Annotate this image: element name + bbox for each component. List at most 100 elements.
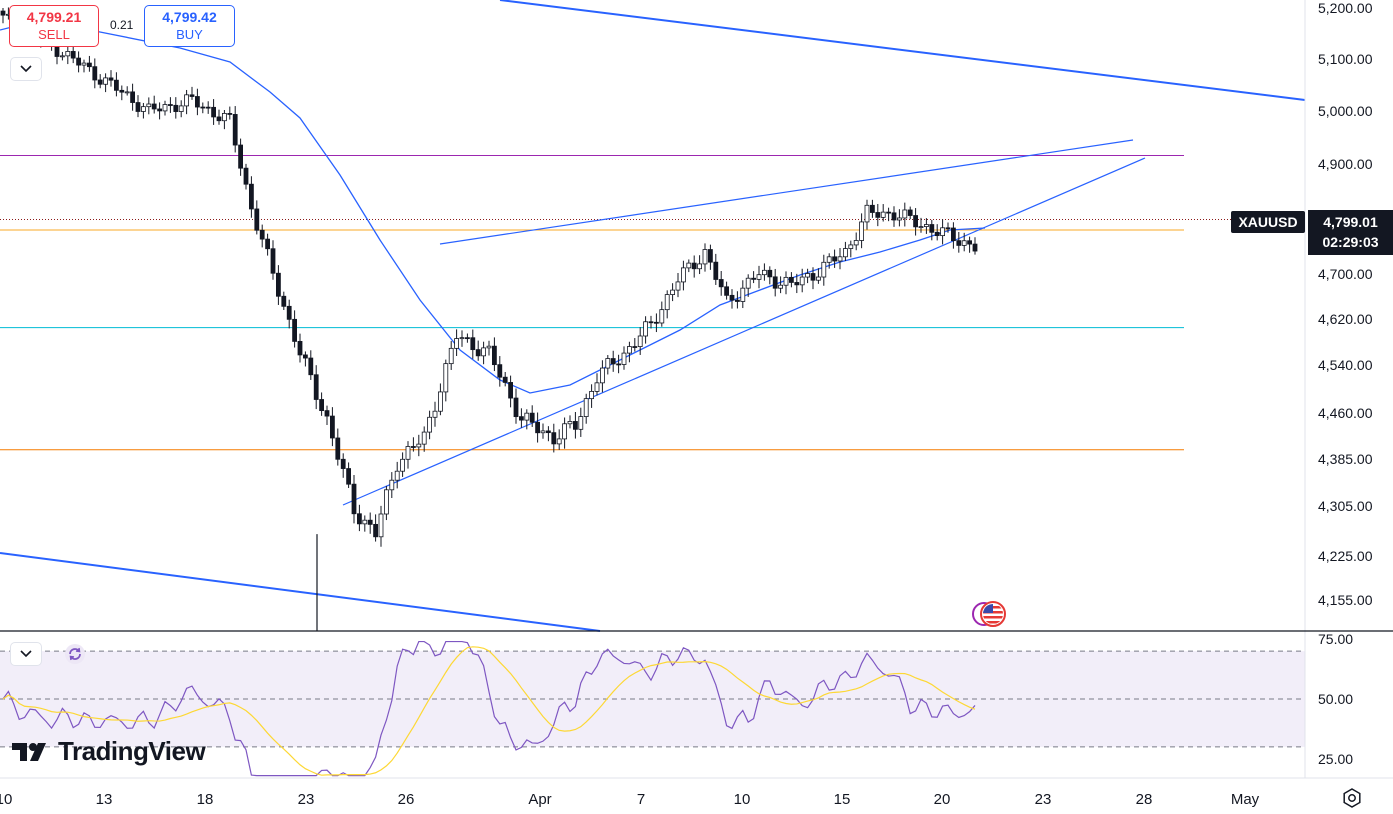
candle-body <box>745 277 751 289</box>
candle-body <box>324 410 330 417</box>
candle-body <box>799 276 805 286</box>
candle-body <box>459 337 465 340</box>
candle-body <box>211 106 217 118</box>
candle-body <box>464 337 470 340</box>
candle-body <box>340 458 346 469</box>
candle-body <box>497 364 503 378</box>
candle-body <box>740 287 746 302</box>
rsi-collapse-button[interactable] <box>11 643 41 665</box>
candle-body <box>351 483 357 515</box>
candle-body <box>108 77 114 81</box>
candle-body <box>65 51 71 57</box>
candle-body <box>934 231 940 237</box>
candle-body <box>772 276 778 289</box>
candle-body <box>227 113 233 115</box>
candle-body <box>848 244 854 249</box>
candle-body <box>616 363 621 366</box>
candle-body <box>859 221 864 241</box>
price-tick-label: 5,100.00 <box>1318 51 1373 67</box>
candle-body <box>880 211 886 218</box>
candle-body <box>664 294 670 311</box>
candle-body <box>502 376 508 383</box>
candle-body <box>0 10 6 16</box>
price-tick-label: 4,225.00 <box>1318 548 1373 564</box>
us-flag-event-icon[interactable] <box>968 598 1012 630</box>
rsi-ma-line <box>2 646 976 776</box>
candle-body <box>243 167 249 185</box>
candle-body <box>248 183 254 210</box>
candle-body <box>562 423 567 440</box>
candle-body <box>200 106 206 109</box>
candle-body <box>292 318 298 342</box>
buy-label: BUY <box>176 27 203 42</box>
trendlines <box>0 0 1306 632</box>
candle-body <box>675 281 681 291</box>
time-tick-label: 28 <box>1136 791 1153 808</box>
candle-body <box>432 410 438 418</box>
candle-body <box>594 382 600 392</box>
candle-body <box>583 398 589 417</box>
rsi-tick-label: 50.00 <box>1318 691 1353 707</box>
candle-body <box>837 256 843 262</box>
candle-body <box>735 299 740 302</box>
candle-body <box>789 276 794 283</box>
candle-body <box>783 276 789 286</box>
candle-body <box>481 347 487 357</box>
candle-body <box>362 519 368 525</box>
candle-body <box>578 416 584 430</box>
candle-body <box>427 416 433 433</box>
sell-price: 4,799.21 <box>26 9 82 25</box>
candle-body <box>135 102 141 112</box>
candle-body <box>335 437 341 460</box>
buy-button[interactable]: 4,799.42 BUY <box>144 5 235 47</box>
candle-body <box>60 55 65 58</box>
gear-icon[interactable] <box>1340 786 1364 810</box>
last-price: 4,799.01 <box>1323 214 1378 230</box>
candle-body <box>637 335 643 347</box>
candle-body <box>945 227 951 230</box>
candle-body <box>151 103 157 110</box>
candle-body <box>924 224 929 227</box>
candle-body <box>194 96 200 108</box>
time-tick-label: 15 <box>834 791 851 808</box>
spread-value: 0.21 <box>110 18 134 32</box>
collapse-legend-button[interactable] <box>11 58 41 80</box>
time-tick-label: 20 <box>934 791 951 808</box>
candle-body <box>454 338 460 349</box>
candle-body <box>967 240 972 245</box>
candle-body <box>270 248 276 274</box>
candle-body <box>821 261 827 278</box>
candle-body <box>832 256 837 262</box>
time-tick-label: 10 <box>734 791 751 808</box>
candle-body <box>130 91 136 103</box>
candle-body <box>378 513 384 538</box>
candle-body <box>951 227 956 242</box>
candle-body <box>232 114 238 146</box>
candle-body <box>632 346 638 348</box>
price-tick-label: 4,460.00 <box>1318 405 1373 421</box>
candle-body <box>97 79 103 85</box>
sell-button[interactable]: 4,799.21 SELL <box>9 5 99 47</box>
tradingview-logo: TradingView <box>12 736 206 767</box>
candle-body <box>589 391 594 400</box>
rsi-tick-label: 25.00 <box>1318 751 1353 767</box>
brand-name: TradingView <box>58 736 206 766</box>
candle-body <box>405 446 411 460</box>
candle-body <box>551 432 557 445</box>
candle-body <box>302 354 308 359</box>
sell-label: SELL <box>38 27 70 42</box>
candle-body <box>421 431 427 445</box>
candle-body <box>864 204 870 223</box>
refresh-icon[interactable] <box>64 643 86 665</box>
candle-body <box>389 479 395 491</box>
candle-body <box>902 209 908 219</box>
price-tick-label: 4,540.00 <box>1318 357 1373 373</box>
candle-body <box>508 382 514 399</box>
candle-body <box>259 229 265 240</box>
candle-body <box>394 470 400 481</box>
last-price-tag: 4,799.01 02:29:03 <box>1308 210 1393 255</box>
candle-body <box>691 262 697 270</box>
candle-body <box>794 282 800 286</box>
